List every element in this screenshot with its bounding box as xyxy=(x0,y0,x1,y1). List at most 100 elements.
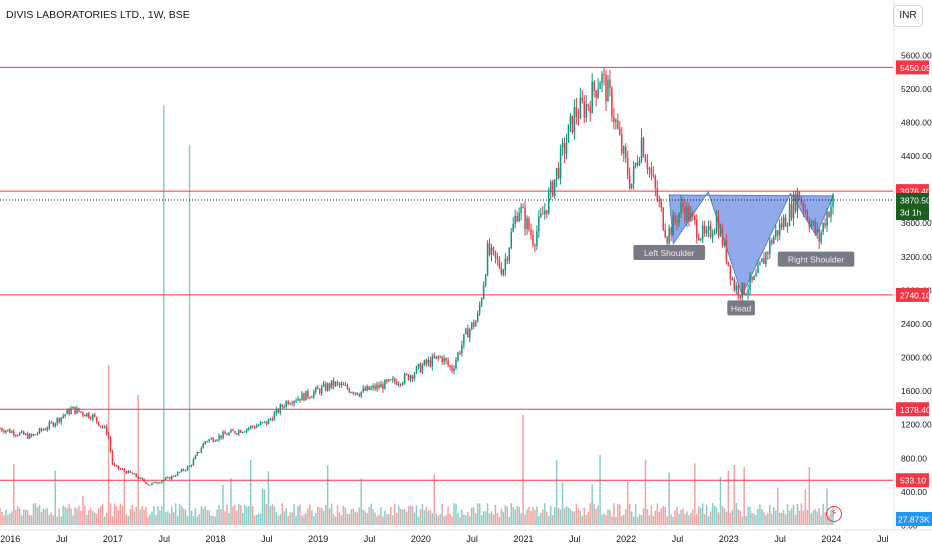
candle-body xyxy=(824,222,826,226)
candle-body xyxy=(423,360,426,366)
volume-bar xyxy=(619,504,621,525)
candle-body xyxy=(370,387,372,390)
volume-bar xyxy=(297,506,299,525)
volume-bar xyxy=(5,509,7,525)
volume-bar xyxy=(7,515,9,525)
candle-body xyxy=(561,142,564,148)
volume-bar xyxy=(198,514,201,525)
candle-body xyxy=(313,391,315,397)
volume-bar xyxy=(650,505,653,525)
volume-bar xyxy=(443,516,445,525)
candle-body xyxy=(1,428,3,431)
volume-bar xyxy=(597,505,599,525)
candle-body xyxy=(455,360,457,369)
candle-body xyxy=(737,285,739,296)
candle-body xyxy=(137,476,139,479)
volume-bar xyxy=(668,472,670,525)
volume-bar xyxy=(62,505,64,525)
volume-bar xyxy=(808,467,811,525)
volume-bar xyxy=(435,513,437,525)
candle-body xyxy=(399,383,402,385)
volume-bar xyxy=(569,509,572,525)
volume-bar xyxy=(591,484,593,525)
volume-bar xyxy=(508,516,511,525)
volume-bar xyxy=(753,513,755,525)
candle-body xyxy=(443,358,445,363)
candle-body xyxy=(621,134,623,154)
level-axis-label: 2740.10 xyxy=(900,290,931,300)
volume-bar xyxy=(42,508,45,525)
volume-bar xyxy=(699,507,702,525)
currency-button[interactable]: INR xyxy=(893,5,923,27)
volume-bar xyxy=(482,511,485,525)
candle-body xyxy=(709,225,712,237)
volume-bar xyxy=(151,511,153,525)
candle-body xyxy=(92,414,94,420)
volume-bar xyxy=(749,506,751,525)
candle-body xyxy=(441,356,443,363)
candle-body xyxy=(376,384,378,390)
candle-body xyxy=(506,258,509,261)
volume-bar xyxy=(352,508,355,525)
volume-bar xyxy=(320,507,323,525)
candle-body xyxy=(607,79,609,102)
volume-bar xyxy=(559,509,562,525)
volume-bar xyxy=(520,513,522,525)
volume-bar xyxy=(348,514,351,525)
volume-bar xyxy=(698,506,700,525)
candle-body xyxy=(388,379,390,382)
volume-bar xyxy=(467,511,469,525)
candle-body xyxy=(56,418,58,424)
volume-bar xyxy=(176,515,179,525)
volume-bar xyxy=(399,509,402,525)
candle-body xyxy=(579,97,582,119)
candle-body xyxy=(299,398,301,401)
candle-body xyxy=(11,431,13,433)
volume-bar xyxy=(654,510,657,525)
volume-bar xyxy=(88,510,90,525)
lightning-icon[interactable]: ⚡ xyxy=(826,506,842,522)
volume-bar xyxy=(506,506,509,525)
candle-body xyxy=(354,392,357,394)
candle-body xyxy=(650,168,653,175)
volume-bar xyxy=(204,506,207,525)
candle-body xyxy=(322,383,325,387)
candle-body xyxy=(465,328,467,335)
volume-bar xyxy=(271,504,274,525)
candle-body xyxy=(257,424,260,426)
candle-body xyxy=(731,278,734,280)
pattern-label: Left Shoulder xyxy=(644,248,695,258)
candle-body xyxy=(159,482,161,484)
candle-body xyxy=(674,214,676,221)
candle-body xyxy=(317,387,319,390)
volume-bar xyxy=(634,504,637,525)
candle-body xyxy=(216,439,218,441)
volume-bar xyxy=(763,512,765,525)
volume-bar xyxy=(800,503,803,525)
candle-body xyxy=(721,227,724,246)
candle-body xyxy=(297,398,299,401)
candle-body xyxy=(808,220,811,228)
candle-body xyxy=(638,160,641,165)
volume-bar xyxy=(218,504,220,525)
candle-body xyxy=(30,434,33,436)
candle-body xyxy=(22,431,25,435)
level-axis-label: 533.10 xyxy=(900,476,926,486)
volume-bar xyxy=(226,504,228,525)
volume-bar xyxy=(822,503,824,525)
candle-body xyxy=(480,298,483,306)
candle-body xyxy=(680,202,682,214)
candle-body xyxy=(658,199,661,202)
candle-body xyxy=(125,471,128,474)
candle-body xyxy=(820,232,822,242)
candle-body xyxy=(267,419,270,425)
candle-body xyxy=(751,276,753,280)
candle-body xyxy=(474,321,477,327)
volume-bar xyxy=(662,505,664,525)
volume-bar xyxy=(441,503,443,525)
volume-bar xyxy=(433,474,436,525)
candle-body xyxy=(293,401,295,404)
candle-body xyxy=(581,97,584,102)
